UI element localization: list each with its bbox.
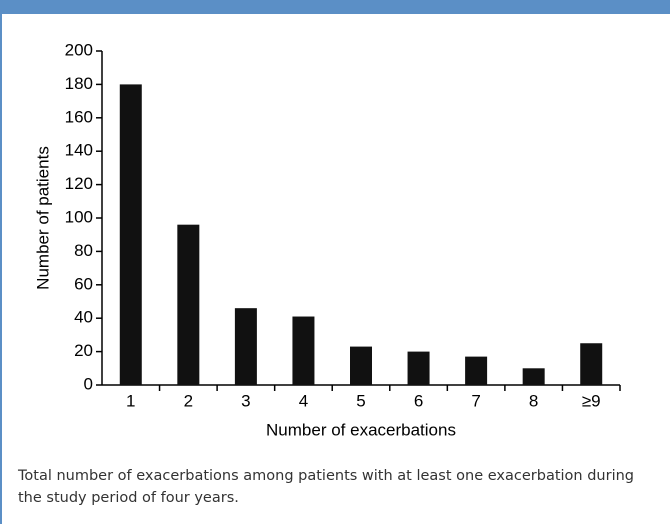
caption: Total number of exacerbations among pati…: [18, 468, 634, 506]
y-axis-title: Number of patients: [33, 146, 52, 290]
bar: [292, 316, 315, 385]
x-tick-label: 6: [414, 391, 423, 410]
bar: [350, 346, 372, 385]
y-tick-label: 100: [65, 207, 93, 226]
bar: [407, 351, 430, 385]
y-tick-label: 40: [74, 308, 93, 327]
y-tick-label: 120: [65, 174, 93, 193]
y-tick-label: 80: [74, 241, 93, 260]
x-tick-label: 5: [356, 391, 365, 410]
bar: [580, 343, 603, 385]
x-tick-label: 8: [529, 391, 538, 410]
y-tick-label: 140: [65, 141, 93, 160]
bar: [465, 356, 488, 385]
x-tick-label: 3: [241, 391, 250, 410]
y-tick-label: 180: [65, 74, 93, 93]
chart: Number of patients Number of exacerbatio…: [33, 40, 621, 439]
bar: [177, 224, 200, 385]
y-tick-label: 0: [84, 374, 93, 393]
x-tick-label: 2: [184, 391, 193, 410]
x-tick-label: 7: [471, 391, 480, 410]
x-axis-title: Number of exacerbations: [266, 420, 456, 439]
y-tick-label: 20: [74, 341, 93, 360]
bar: [119, 84, 142, 386]
y-tick-label: 60: [74, 274, 93, 293]
y-tick-label: 200: [65, 40, 93, 59]
y-tick-label: 160: [65, 107, 93, 126]
x-tick-label: 1: [126, 391, 135, 410]
x-tick-label: ≥9: [582, 391, 601, 410]
bar: [522, 368, 545, 385]
panel-border: [0, 14, 2, 524]
header-bar: [0, 0, 670, 14]
bar: [234, 308, 257, 385]
x-tick-label: 4: [299, 391, 308, 410]
